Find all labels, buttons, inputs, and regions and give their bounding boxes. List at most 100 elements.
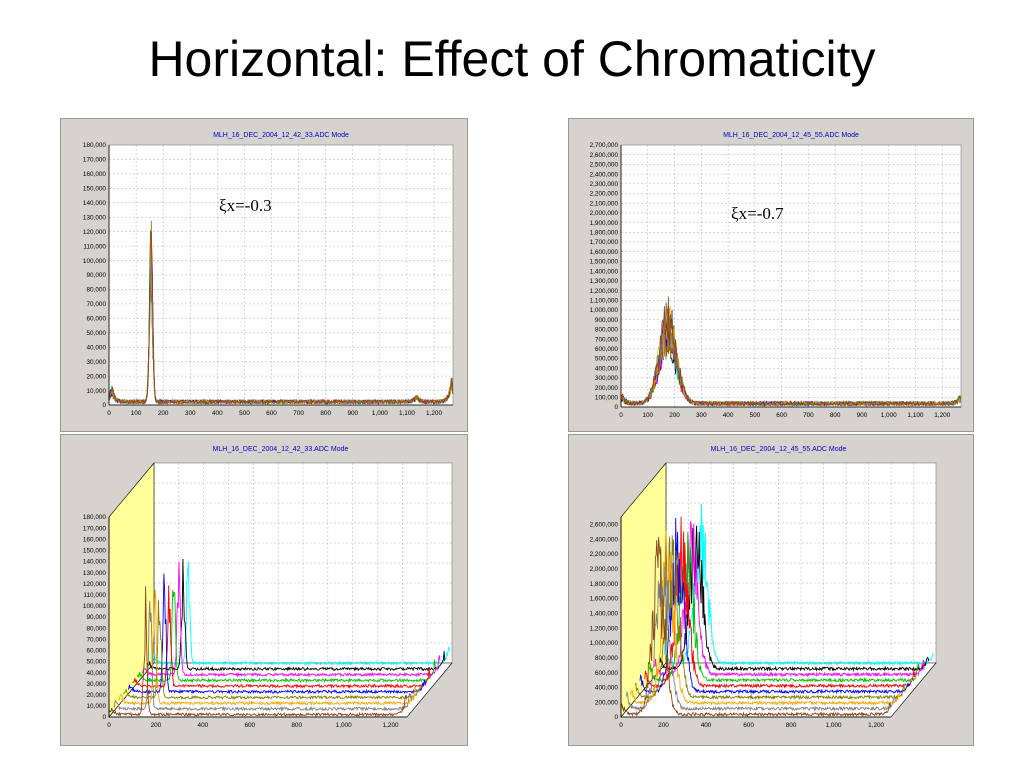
y-tick-label: 120,000: [83, 581, 107, 588]
x-tick-label: 600: [266, 410, 277, 417]
series-line: [146, 558, 446, 672]
y-tick-label: 1,000,000: [590, 307, 619, 314]
x-tick-label: 600: [244, 722, 255, 729]
y-tick-label: 150,000: [83, 186, 107, 193]
y-tick-label: 2,700,000: [590, 142, 619, 149]
y-tick-label: 170,000: [83, 157, 107, 164]
series-line: [137, 590, 436, 684]
x-tick-label: 200: [151, 722, 162, 729]
y-tick-label: 1,500,000: [590, 259, 619, 266]
y-tick-label: 0: [614, 714, 618, 721]
series-line: [113, 600, 412, 712]
series-line: [141, 561, 441, 678]
x-tick-label: 0: [619, 722, 623, 729]
x-tick-label: 100: [131, 410, 142, 417]
y-tick-label: 140,000: [83, 559, 107, 566]
y-tick-label: 130,000: [83, 214, 107, 221]
y-tick-label: 80,000: [86, 625, 106, 632]
x-tick-label: 300: [185, 410, 196, 417]
y-tick-label: 50,000: [86, 330, 106, 337]
x-tick-label: 500: [239, 410, 250, 417]
y-tick-label: 300,000: [595, 375, 619, 382]
x-tick-label: 1,200: [934, 412, 950, 419]
y-tick-label: 40,000: [86, 344, 106, 351]
y-tick-label: 0: [102, 714, 106, 721]
y-tick-label: 2,100,000: [590, 200, 619, 207]
y-tick-label: 2,600,000: [590, 152, 619, 159]
y-tick-label: 110,000: [83, 592, 106, 599]
y-tick-label: 1,000,000: [590, 640, 619, 647]
x-tick-label: 200: [658, 722, 669, 729]
series-line: [123, 599, 422, 701]
y-tick-label: 60,000: [86, 316, 106, 323]
y-tick-label: 400,000: [595, 365, 619, 372]
x-tick-label: 700: [293, 410, 304, 417]
y-tick-label: 90,000: [86, 614, 106, 621]
y-tick-label: 130,000: [83, 570, 107, 577]
x-tick-label: 1,200: [868, 722, 884, 729]
chart-title: MLH_16_DEC_2004_12_42_33.ADC Mode: [213, 132, 349, 139]
series-line: [132, 585, 431, 689]
chart-title: MLH_16_DEC_2004_12_45_55.ADC Mode: [711, 446, 847, 453]
x-tick-label: 800: [291, 722, 302, 729]
chromaticity-annotation: ξx=-0.3: [219, 196, 272, 215]
x-tick-label: 1,000: [881, 412, 897, 419]
y-tick-label: 1,900,000: [590, 220, 619, 227]
y-tick-label: 1,800,000: [590, 581, 619, 588]
y-tick-label: 150,000: [83, 548, 107, 555]
series-line: [118, 589, 417, 707]
x-tick-label: 1,200: [383, 722, 399, 729]
x-tick-label: 1,000: [336, 722, 352, 729]
x-tick-label: 800: [320, 410, 331, 417]
chart-title: MLH_16_DEC_2004_12_42_33.ADC Mode: [213, 446, 349, 453]
y-tick-label: 1,400,000: [590, 610, 619, 617]
y-tick-label: 900,000: [595, 317, 619, 324]
y-tick-label: 2,400,000: [590, 171, 619, 178]
y-tick-label: 600,000: [595, 670, 619, 677]
y-tick-label: 200,000: [595, 699, 619, 706]
y-tick-label: 40,000: [86, 670, 106, 677]
y-tick-label: 2,600,000: [590, 522, 619, 529]
y-tick-label: 50,000: [86, 659, 106, 666]
chart-panel-bottom-right: MLH_16_DEC_2004_12_45_55.ADC Mode 0 200,00…: [568, 434, 974, 746]
x-tick-label: 600: [776, 412, 787, 419]
x-tick-label: 200: [158, 410, 169, 417]
x-tick-label: 400: [198, 722, 209, 729]
y-tick-label: 400,000: [595, 685, 619, 692]
chart-panel-bottom-left: MLH_16_DEC_2004_12_42_33.ADC Mode 0 10,000…: [60, 434, 468, 746]
chart-panel-top-right: MLH_16_DEC_2004_12_45_55.ADC Mode 0 100,00…: [568, 118, 974, 432]
series-line: [644, 516, 915, 689]
y-tick-label: 1,800,000: [590, 230, 619, 237]
x-tick-label: 400: [701, 722, 712, 729]
chart-panel-top-left: MLH_16_DEC_2004_12_42_33.ADC Mode 0 10,000…: [60, 118, 468, 432]
series-line: [653, 521, 925, 678]
x-tick-label: 100: [642, 412, 653, 419]
y-tick-label: 80,000: [86, 287, 106, 294]
series-line: [649, 531, 920, 683]
x-tick-label: 1,000: [372, 410, 388, 417]
y-tick-label: 1,400,000: [590, 268, 619, 275]
x-tick-label: 400: [212, 410, 223, 417]
x-tick-label: 0: [107, 722, 111, 729]
x-tick-label: 800: [830, 412, 841, 419]
series-line: [663, 503, 934, 667]
x-tick-label: 400: [723, 412, 734, 419]
y-tick-label: 170,000: [83, 525, 107, 532]
y-tick-label: 160,000: [83, 171, 107, 178]
y-tick-label: 140,000: [83, 200, 107, 207]
x-tick-label: 500: [750, 412, 761, 419]
series-line: [108, 229, 454, 405]
y-tick-label: 2,200,000: [590, 551, 619, 558]
x-tick-label: 200: [669, 412, 680, 419]
y-tick-label: 2,400,000: [590, 536, 619, 543]
y-tick-label: 180,000: [83, 514, 107, 521]
series-line: [127, 573, 427, 695]
y-tick-label: 10,000: [86, 388, 106, 395]
y-tick-label: 2,000,000: [590, 210, 619, 217]
series-line: [658, 525, 930, 672]
y-tick-label: 160,000: [83, 536, 107, 543]
x-tick-label: 800: [786, 722, 797, 729]
x-tick-label: 1,200: [426, 410, 442, 417]
y-tick-label: 700,000: [595, 336, 619, 343]
series-line: [634, 535, 906, 701]
